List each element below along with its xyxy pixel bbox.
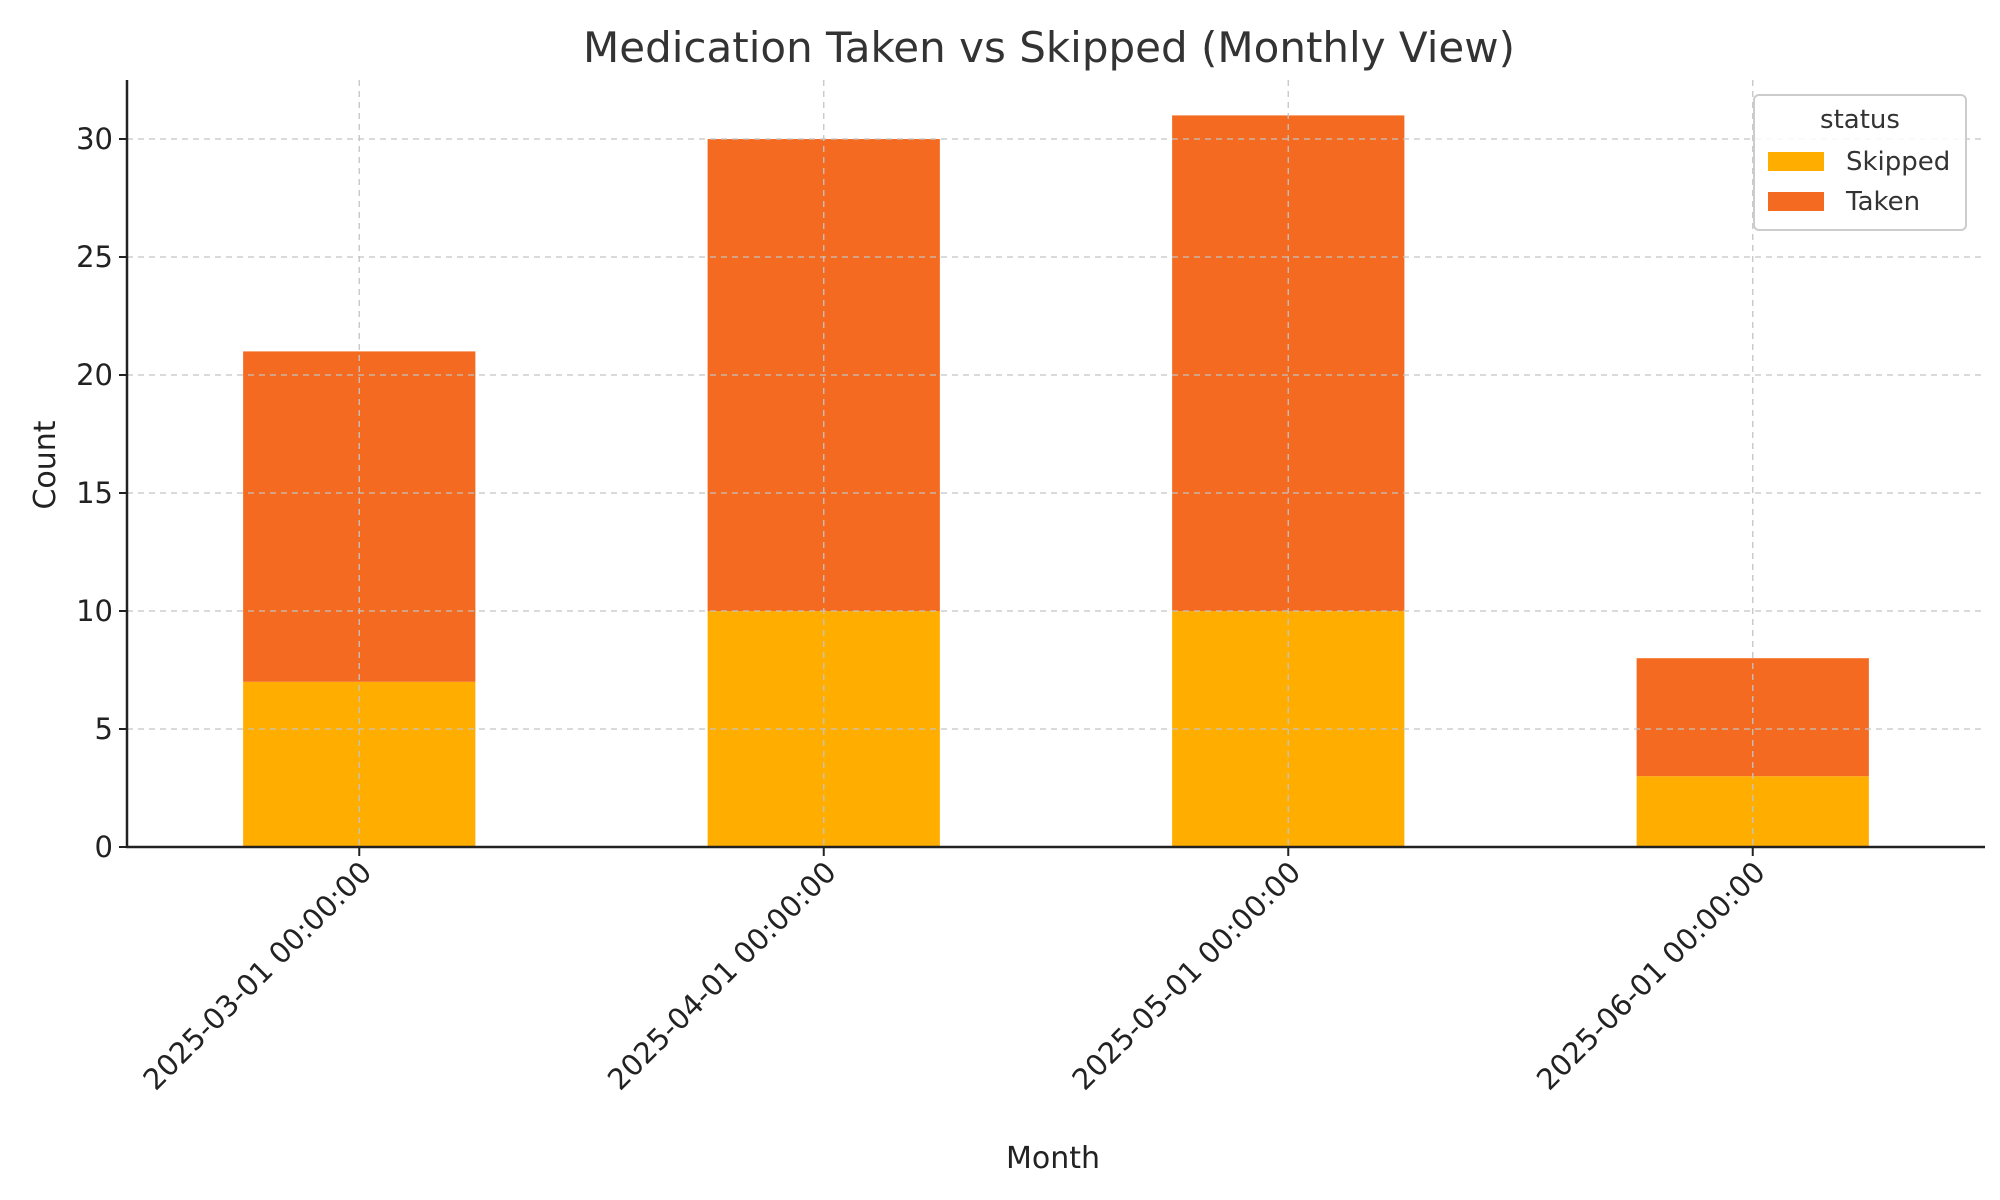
y-tick-label-6: 30 <box>76 122 113 156</box>
y-tick-label-3: 15 <box>76 476 113 510</box>
legend-title: status <box>1820 105 1900 135</box>
chart-title: Medication Taken vs Skipped (Monthly Vie… <box>583 23 1515 72</box>
y-tick-label-2: 10 <box>76 594 113 628</box>
grid-lines <box>127 80 1985 847</box>
bar-taken-0 <box>243 351 476 682</box>
y-tick-labels: 0 5 10 15 20 25 30 <box>76 122 113 864</box>
y-tick-label-4: 20 <box>76 358 113 392</box>
y-tick-label-1: 5 <box>95 712 113 746</box>
y-tick-label-5: 25 <box>76 240 113 274</box>
legend-swatch-skipped <box>1768 152 1824 171</box>
legend-label-taken: Taken <box>1845 187 1920 217</box>
x-axis-label: Month <box>1006 1141 1100 1176</box>
legend-label-skipped: Skipped <box>1846 147 1950 177</box>
y-axis-label: Count <box>28 420 63 509</box>
legend: status Skipped Taken <box>1753 94 1967 231</box>
bars <box>243 115 1869 847</box>
axes <box>119 80 1985 856</box>
legend-items: Skipped Taken <box>1768 147 1950 217</box>
bar-taken-2 <box>1172 115 1405 612</box>
y-tick-label-0: 0 <box>95 830 113 864</box>
legend-swatch-taken <box>1768 192 1824 211</box>
